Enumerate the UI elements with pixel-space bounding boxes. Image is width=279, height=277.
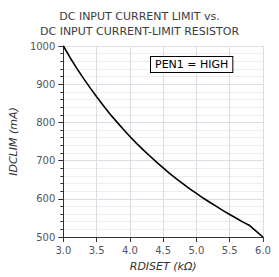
svg-text:IDCLIM (mA): IDCLIM (mA) [7, 107, 20, 176]
svg-text:PEN1 = HIGH: PEN1 = HIGH [155, 58, 228, 71]
svg-text:4.0: 4.0 [122, 245, 138, 256]
svg-text:3.5: 3.5 [89, 245, 105, 256]
svg-text:5.0: 5.0 [188, 245, 204, 256]
svg-text:DC INPUT CURRENT LIMIT vs.: DC INPUT CURRENT LIMIT vs. [59, 10, 220, 23]
svg-text:900: 900 [36, 79, 55, 90]
svg-text:500: 500 [36, 232, 55, 243]
svg-text:5.5: 5.5 [222, 245, 238, 256]
svg-text:4.5: 4.5 [155, 245, 171, 256]
svg-text:RDISET (kΩ): RDISET (kΩ) [130, 260, 197, 273]
svg-text:DC INPUT CURRENT-LIMIT RESISTO: DC INPUT CURRENT-LIMIT RESISTOR [40, 25, 239, 38]
svg-text:600: 600 [36, 193, 55, 204]
svg-text:800: 800 [36, 117, 55, 128]
svg-text:1000: 1000 [30, 41, 55, 52]
svg-text:3.0: 3.0 [55, 245, 71, 256]
svg-text:6.0: 6.0 [255, 245, 271, 256]
svg-text:700: 700 [36, 155, 55, 166]
